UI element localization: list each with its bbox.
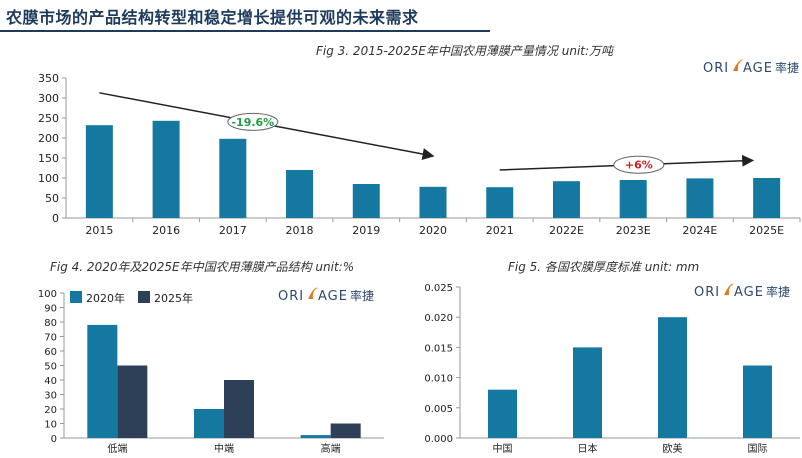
origage-logo: ORI AGE 率捷 [694, 283, 790, 300]
y-tick-label: 300 [38, 92, 59, 105]
fig3-x-label: 2024E [682, 224, 717, 237]
y-tick-label: 250 [38, 112, 59, 125]
y-tick-label: 0.010 [424, 374, 453, 385]
fig3-bar [419, 186, 447, 218]
fig4-x-label: 低端 [107, 442, 127, 455]
legend-label: 2025年 [154, 291, 193, 305]
logo-text-left: ORI [703, 61, 729, 76]
logo-chinese: 率捷 [766, 284, 790, 299]
trend-label: -19.6% [231, 116, 274, 129]
y-tick-label: 60 [44, 347, 57, 358]
fig3-x-label: 2016 [152, 224, 180, 237]
trend-label-bubble [227, 112, 279, 131]
y-tick-label: 10 [44, 420, 57, 431]
fig4-bar-2020 [194, 409, 224, 438]
fig4-bar-2020 [87, 324, 118, 438]
logo-text-right: AGE [743, 61, 773, 76]
trend-label-bubble [613, 155, 665, 174]
fig3-x-label: 2025E [749, 224, 784, 237]
y-tick-label: 0.025 [424, 283, 453, 294]
y-tick-label: 0 [52, 212, 59, 225]
fig3-bar [552, 181, 580, 218]
fig3-x-label: 2020 [419, 224, 447, 237]
logo-chinese: 率捷 [350, 288, 374, 303]
fig4-bar-2020 [300, 435, 331, 438]
trend-label: +6% [625, 159, 653, 172]
y-tick-label: 40 [44, 376, 57, 387]
y-tick-label: 80 [44, 318, 57, 329]
logo-text-right: AGE [318, 289, 348, 304]
y-tick-label: 100 [38, 172, 59, 185]
logo-text-left: ORI [278, 289, 304, 304]
y-tick-label: 100 [38, 289, 57, 300]
fig4-bar-2025 [330, 423, 361, 438]
fig3-x-label: 2015 [85, 224, 113, 237]
title-rule [0, 30, 490, 32]
fig4-bar-2025 [117, 365, 148, 438]
y-tick-label: 350 [38, 72, 59, 85]
fig5-x-label: 国际 [748, 443, 768, 455]
fig5-bar [743, 365, 772, 438]
fig5-title: Fig 5. 各国农膜厚度标准 unit: mm [508, 260, 699, 274]
fig3-x-label: 2022E [549, 224, 584, 237]
fig3-x-label: 2019 [352, 224, 380, 237]
y-tick-label: 200 [38, 132, 59, 145]
y-tick-label: 0 [51, 434, 57, 445]
fig3-x-label: 2023E [616, 224, 651, 237]
legend-label: 2020年 [86, 291, 125, 305]
y-tick-label: 50 [44, 362, 57, 373]
origage-logo: ORI AGE 率捷 [278, 287, 374, 304]
y-tick-label: 0.020 [424, 313, 453, 324]
origage-logo: ORI AGE 率捷 [703, 59, 799, 76]
fig4-x-label: 高端 [321, 442, 341, 455]
fig5-x-label: 日本 [578, 442, 598, 455]
fig3-bar [486, 187, 514, 218]
logo-swoosh [733, 59, 743, 71]
fig3-bar [85, 125, 113, 218]
logo-text-right: AGE [734, 285, 764, 300]
fig3-bar [619, 180, 647, 218]
y-tick-label: 90 [44, 304, 57, 315]
logo-swoosh [724, 283, 734, 295]
fig5-x-label: 中国 [493, 442, 513, 455]
y-tick-label: 20 [44, 405, 57, 416]
fig5-x-label: 欧美 [663, 442, 683, 455]
fig3-x-label: 2017 [219, 224, 247, 237]
y-tick-label: 150 [38, 152, 59, 165]
fig3-bar [352, 184, 380, 218]
fig3-title: Fig 3. 2015-2025E年中国农用薄膜产量情况 unit:万吨 [316, 44, 615, 58]
fig3-bar [753, 178, 781, 218]
y-tick-label: 0.005 [424, 404, 453, 415]
y-tick-label: 30 [44, 391, 57, 402]
fig4-title: Fig 4. 2020年及2025E年中国农用薄膜产品结构 unit:% [50, 260, 354, 274]
fig3-bar [219, 138, 247, 218]
y-tick-label: 0.015 [424, 343, 453, 354]
legend-swatch [70, 291, 82, 303]
fig3-x-label: 2018 [286, 224, 314, 237]
y-tick-label: 50 [45, 192, 59, 205]
logo-text-left: ORI [694, 285, 720, 300]
logo-chinese: 率捷 [775, 60, 799, 75]
fig3-bar [152, 120, 180, 218]
fig3-bar [286, 170, 314, 218]
legend-swatch [138, 291, 150, 303]
fig3-bar [686, 178, 714, 218]
fig5-bar [488, 389, 517, 438]
logo-swoosh [308, 287, 318, 299]
page-title: 农膜市场的产品结构转型和稳定增长提供可观的未来需求 [6, 8, 419, 27]
y-tick-label: 70 [44, 333, 57, 344]
fig5-bar [658, 317, 687, 438]
y-tick-label: 0.000 [424, 434, 453, 445]
fig3-x-label: 2021 [486, 224, 514, 237]
fig4-bar-2025 [224, 380, 254, 438]
fig5-bar [573, 347, 602, 438]
fig4-x-label: 中端 [214, 442, 234, 455]
